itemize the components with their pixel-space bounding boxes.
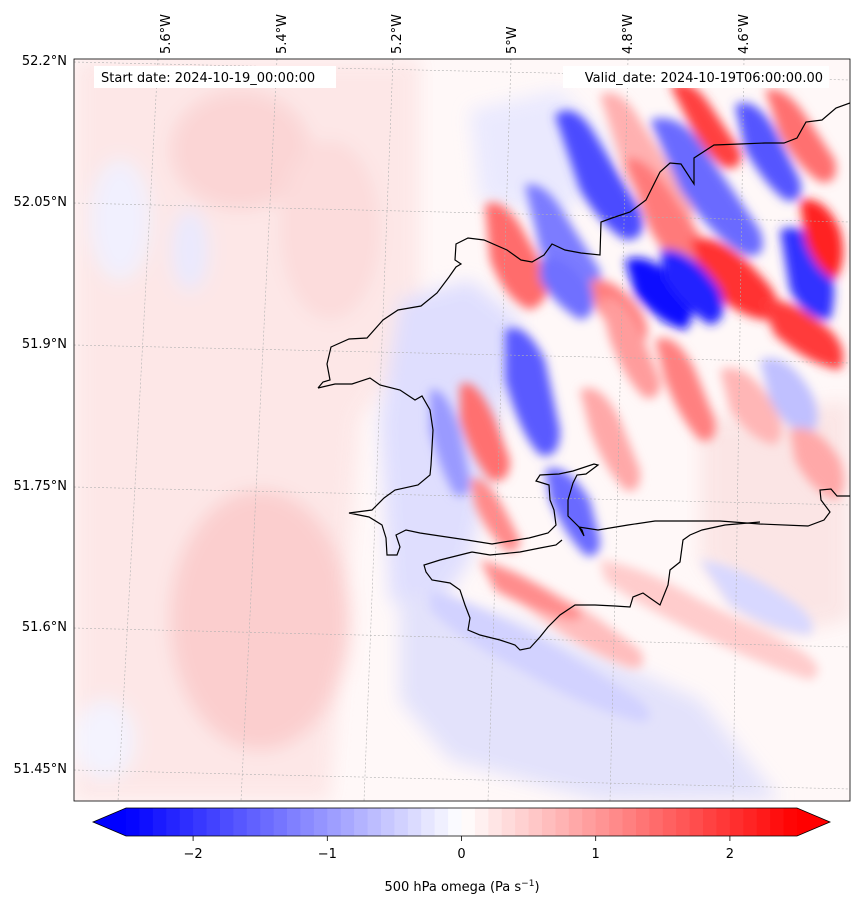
- colorbar-segment: [260, 808, 275, 836]
- colorbar-segment: [542, 808, 557, 836]
- colorbar-segment: [219, 808, 234, 836]
- lon-label: 5.6°W: [159, 14, 174, 54]
- colorbar-tick-label: 2: [726, 847, 734, 862]
- colorbar-extend-max: [797, 808, 830, 836]
- colorbar-segment: [394, 808, 409, 836]
- lon-label: 5.2°W: [390, 14, 405, 54]
- colorbar-segment: [421, 808, 436, 836]
- lat-label: 52.05°N: [14, 195, 67, 210]
- lat-label: 51.9°N: [22, 337, 67, 352]
- map-frame: [73, 58, 851, 802]
- colorbar-segment: [287, 808, 302, 836]
- colorbar-tick-label: −1: [318, 847, 337, 862]
- longitude-labels: 5.6°W 5.4°W 5.2°W 5°W 4.8°W 4.6°W: [159, 14, 752, 54]
- colorbar: −2 −1 0 1 2 500 hPa omega (Pa s−1): [91, 807, 832, 895]
- colorbar-segment: [380, 808, 395, 836]
- graticule: [74, 59, 850, 801]
- lat-label: 52.2°N: [22, 54, 67, 69]
- colorbar-segment: [474, 808, 489, 836]
- colorbar-tick-label: 0: [457, 847, 465, 862]
- colorbar-extend-min: [93, 808, 126, 836]
- lat-label: 51.75°N: [14, 479, 67, 494]
- colorbar-segment: [716, 808, 731, 836]
- colorbar-segment: [729, 808, 744, 836]
- colorbar-segment: [743, 808, 758, 836]
- colorbar-segment: [770, 808, 785, 836]
- colorbar-segment: [649, 808, 664, 836]
- omega-field: [74, 59, 850, 801]
- valid-date-label: Valid_date: 2024-10-19T06:00:00.00: [585, 71, 823, 86]
- colorbar-segment: [367, 808, 382, 836]
- colorbar-segment: [555, 808, 570, 836]
- lon-label: 4.6°W: [737, 14, 752, 54]
- colorbar-segment: [327, 808, 342, 836]
- colorbar-segment: [783, 808, 798, 836]
- colorbar-label: 500 hPa omega (Pa s−1): [384, 879, 539, 895]
- colorbar-segment: [193, 808, 208, 836]
- colorbar-segment: [676, 808, 691, 836]
- colorbar-segment: [568, 808, 583, 836]
- colorbar-segment: [407, 808, 422, 836]
- colorbar-segment: [595, 808, 610, 836]
- lon-label: 4.8°W: [621, 14, 636, 54]
- colorbar-segment: [528, 808, 543, 836]
- colorbar-segment: [448, 808, 463, 836]
- lat-label: 51.45°N: [14, 762, 67, 777]
- colorbar-segment: [515, 808, 530, 836]
- colorbar-segment: [582, 808, 597, 836]
- colorbar-outline: [91, 807, 832, 837]
- map-panel: Start date: 2024-10-19_00:00:00 Valid_da…: [73, 58, 851, 802]
- colorbar-segment: [756, 808, 771, 836]
- valid-date-box: Valid_date: 2024-10-19T06:00:00.00: [563, 66, 829, 88]
- colorbar-ticks: −2 −1 0 1 2: [184, 836, 734, 862]
- start-date-label: Start date: 2024-10-19_00:00:00: [101, 71, 315, 86]
- colorbar-segment: [126, 808, 141, 836]
- lon-label: 5°W: [505, 26, 520, 54]
- start-date-box: Start date: 2024-10-19_00:00:00: [94, 66, 336, 88]
- lon-label: 5.4°W: [275, 14, 290, 54]
- colorbar-segment: [139, 808, 154, 836]
- colorbar-segment: [206, 808, 221, 836]
- colorbar-segment: [434, 808, 449, 836]
- colorbar-segment: [354, 808, 369, 836]
- colorbar-segment: [689, 808, 704, 836]
- colorbar-segment: [501, 808, 516, 836]
- colorbar-tick-label: 1: [592, 847, 600, 862]
- colorbar-segment: [461, 808, 476, 836]
- latitude-labels: 52.2°N 52.05°N 51.9°N 51.75°N 51.6°N 51.…: [14, 54, 67, 777]
- colorbar-segment: [622, 808, 637, 836]
- colorbar-segment: [703, 808, 718, 836]
- coastline: [317, 102, 850, 651]
- colorbar-segment: [662, 808, 677, 836]
- colorbar-segment: [609, 808, 624, 836]
- colorbar-segment: [300, 808, 315, 836]
- colorbar-segment: [179, 808, 194, 836]
- colorbar-segment: [635, 808, 650, 836]
- colorbar-segment: [246, 808, 261, 836]
- colorbar-segment: [233, 808, 248, 836]
- colorbar-segments: [126, 808, 798, 836]
- colorbar-segment: [166, 808, 181, 836]
- colorbar-segment: [313, 808, 328, 836]
- colorbar-segment: [488, 808, 503, 836]
- colorbar-segment: [273, 808, 288, 836]
- colorbar-segment: [152, 808, 167, 836]
- colorbar-segment: [340, 808, 355, 836]
- lat-label: 51.6°N: [22, 620, 67, 635]
- colorbar-tick-label: −2: [184, 847, 203, 862]
